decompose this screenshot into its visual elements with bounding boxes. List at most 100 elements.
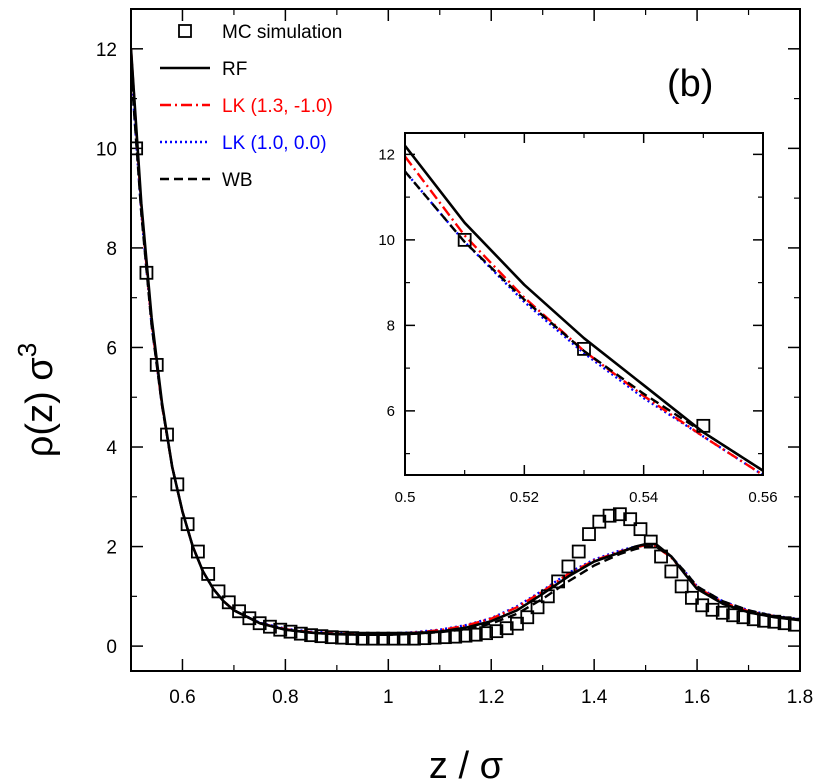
main-mc-point <box>283 624 298 639</box>
main-mc-point <box>612 507 627 522</box>
main-mc-point <box>479 626 493 641</box>
inset-y-tick-label: 8 <box>387 317 395 334</box>
legend-label-wb: WB <box>222 170 253 191</box>
main-mc-point <box>170 477 185 492</box>
y-axis-title-sup: 3 <box>12 343 42 357</box>
main-mc-point <box>376 631 391 646</box>
main-mc-point <box>664 564 679 579</box>
main-y-tick-label: 0 <box>106 637 117 658</box>
legend-label-lk1: LK (1.3, -1.0) <box>222 96 333 117</box>
main-mc-point <box>139 265 154 280</box>
inset-mc-point <box>577 341 591 356</box>
main-mc-point <box>767 614 782 629</box>
main-mc-point <box>623 512 638 527</box>
main-mc-point <box>324 630 339 645</box>
main-mc-point <box>530 600 545 615</box>
inset-background <box>405 133 763 475</box>
main-mc-point <box>131 141 144 156</box>
main-series-group <box>131 48 800 646</box>
inset-mc-point <box>457 232 472 247</box>
main-mc-point <box>293 626 308 641</box>
main-mc-point <box>746 612 761 627</box>
y-axis-title: ρ(z) σ3 <box>12 343 61 457</box>
main-mc-point <box>427 630 442 645</box>
main-x-tick-label: 0.8 <box>272 687 298 708</box>
main-mc-point <box>304 628 319 643</box>
inset-y-tick-label: 12 <box>378 146 395 163</box>
main-mc-point <box>365 631 380 646</box>
main-y-tick-label: 2 <box>106 538 117 559</box>
main-mc-point <box>777 616 792 631</box>
main-x-tick-label: 1.2 <box>478 687 504 708</box>
main-x-tick-label: 1.4 <box>581 687 608 708</box>
inset-series-group <box>405 145 763 475</box>
panel-label: (b) <box>667 63 713 105</box>
main-mc-point <box>787 617 800 632</box>
inset-mc-point <box>696 418 711 433</box>
main-mc-point <box>489 624 504 639</box>
main-mc-point <box>345 631 360 646</box>
main-mc-point <box>695 598 710 613</box>
main-mc-point <box>242 611 257 626</box>
main-mc-point <box>252 616 267 631</box>
main-mc-point <box>211 584 226 599</box>
inset-lk1-line <box>405 155 763 475</box>
main-mc-point <box>221 595 236 610</box>
main-y-tick-label: 8 <box>106 239 117 260</box>
main-mc-point <box>685 590 699 605</box>
main-mc-point <box>448 629 463 644</box>
main-mc-point <box>726 608 740 623</box>
main-frame <box>130 8 801 672</box>
main-mc-point <box>263 619 277 634</box>
main-mc-point <box>149 357 164 372</box>
inset-x-tick-label: 0.54 <box>629 489 658 506</box>
main-mc-point <box>458 628 473 643</box>
main-y-tick-label: 6 <box>106 338 117 359</box>
main-mc-point <box>520 610 535 625</box>
main-x-tick-label: 1.6 <box>684 687 710 708</box>
main-mc-point <box>386 631 401 646</box>
main-mc-point <box>633 522 648 537</box>
inset-x-tick-label: 0.5 <box>395 489 416 506</box>
main-mc-point <box>757 613 771 628</box>
main-mc-point <box>314 629 329 644</box>
main-mc-point <box>643 534 658 549</box>
main-mc-point <box>355 631 370 646</box>
main-mc-point <box>571 544 586 559</box>
main-mc-point <box>160 427 174 442</box>
main-mc-point <box>705 602 720 617</box>
main-mc-point <box>654 549 668 564</box>
legend-marker-mc <box>178 24 192 38</box>
main-x-tick-label: 1.8 <box>787 687 813 708</box>
main-mc-point <box>273 622 288 637</box>
main-mc-point <box>540 589 555 604</box>
legend-label-rf: RF <box>222 59 247 80</box>
inset-x-tick-label: 0.52 <box>510 489 539 506</box>
main-mc-point <box>438 630 452 645</box>
legend-label-lk2: LK (1.0, 0.0) <box>222 133 327 154</box>
inset-lk2-line <box>405 170 763 475</box>
legend-label-mc: MC simulation <box>222 22 342 43</box>
main-mc-point <box>582 527 596 542</box>
main-mc-point <box>551 574 566 589</box>
main-x-tick-label: 1 <box>383 687 394 708</box>
inset-x-tick-label: 0.56 <box>748 489 777 506</box>
main-mc-point <box>468 627 483 642</box>
main-x-tick-label: 0.6 <box>169 687 195 708</box>
main-mc-point <box>201 567 216 581</box>
main-y-tick-label: 12 <box>96 40 117 61</box>
main-mc-point <box>499 621 514 636</box>
main-mc-point <box>674 579 689 594</box>
main-mc-point <box>602 508 617 523</box>
main-y-tick-label: 4 <box>106 438 117 459</box>
main-mc-point <box>561 559 576 574</box>
main-mc-point <box>407 631 421 646</box>
main-mc-point <box>232 604 246 619</box>
main-mc-point <box>736 610 751 625</box>
y-axis-title-base: ρ(z) σ <box>19 357 61 457</box>
inset-y-tick-label: 6 <box>387 403 395 420</box>
main-mc-point <box>715 605 730 620</box>
main-mc-point <box>180 517 195 532</box>
main-mc-point <box>417 631 432 646</box>
